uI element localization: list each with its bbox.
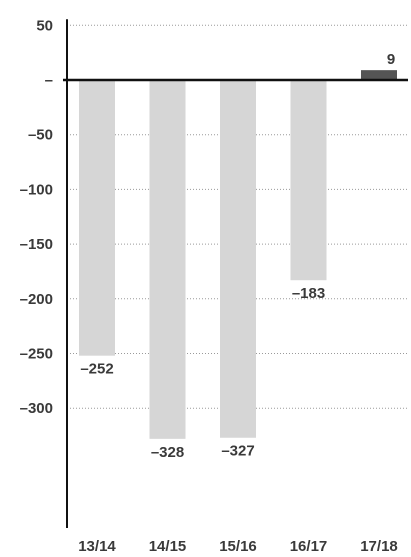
y-tick-label: –150: [20, 236, 53, 253]
y-tick-label: –250: [20, 346, 53, 363]
x-category-label: 14/15: [149, 538, 187, 555]
y-tick-label: –50: [28, 127, 53, 144]
x-category-label: 15/16: [219, 538, 257, 555]
data-label: –327: [221, 443, 254, 460]
bar: [79, 80, 115, 356]
data-label: –328: [151, 444, 184, 461]
x-category-labels: 13/14 14/15 15/16 16/17 17/18: [78, 538, 398, 555]
x-category-label: 13/14: [78, 538, 116, 555]
y-tick-label: –: [45, 72, 53, 89]
x-category-label: 16/17: [290, 538, 328, 555]
bars: [79, 70, 397, 439]
x-category-label: 17/18: [360, 538, 398, 555]
bar: [220, 80, 256, 438]
bar: [290, 80, 327, 281]
data-label: –183: [292, 285, 325, 302]
data-labels: –252 –328 –327 –183 9: [80, 51, 395, 461]
y-tick-label: 50: [36, 17, 53, 34]
data-label: –252: [80, 361, 113, 378]
data-label: 9: [387, 51, 395, 68]
y-tick-labels: 50 – –50 –100 –150 –200 –250 –300: [20, 17, 53, 417]
bar: [149, 80, 186, 439]
y-tick-label: –200: [20, 291, 53, 308]
y-tick-label: –100: [20, 181, 53, 198]
bar: [361, 70, 397, 80]
y-tick-label: –300: [20, 400, 53, 417]
